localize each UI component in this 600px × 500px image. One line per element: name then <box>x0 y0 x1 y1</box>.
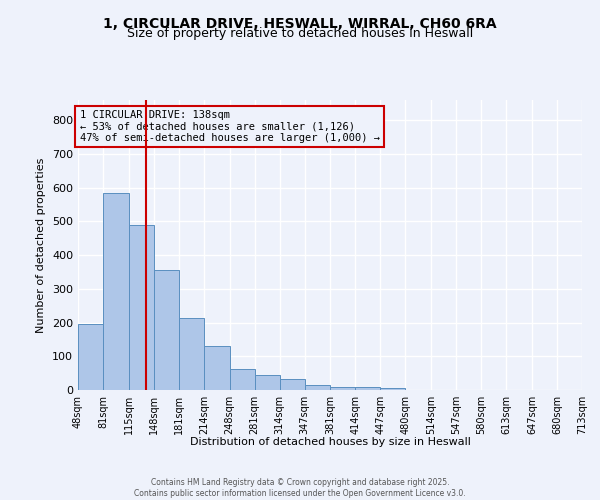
Text: Contains HM Land Registry data © Crown copyright and database right 2025.
Contai: Contains HM Land Registry data © Crown c… <box>134 478 466 498</box>
Text: Size of property relative to detached houses in Heswall: Size of property relative to detached ho… <box>127 28 473 40</box>
Bar <box>380 388 406 390</box>
Bar <box>204 346 230 390</box>
Y-axis label: Number of detached properties: Number of detached properties <box>37 158 46 332</box>
Bar <box>179 318 204 390</box>
Bar <box>129 225 154 390</box>
Bar <box>103 192 129 390</box>
Bar <box>331 386 355 390</box>
X-axis label: Distribution of detached houses by size in Heswall: Distribution of detached houses by size … <box>190 437 470 447</box>
Bar <box>305 385 331 390</box>
Bar <box>254 375 280 390</box>
Bar <box>154 270 179 390</box>
Bar <box>355 386 380 390</box>
Text: 1, CIRCULAR DRIVE, HESWALL, WIRRAL, CH60 6RA: 1, CIRCULAR DRIVE, HESWALL, WIRRAL, CH60… <box>103 18 497 32</box>
Bar <box>78 324 103 390</box>
Bar <box>280 379 305 390</box>
Text: 1 CIRCULAR DRIVE: 138sqm
← 53% of detached houses are smaller (1,126)
47% of sem: 1 CIRCULAR DRIVE: 138sqm ← 53% of detach… <box>80 110 380 144</box>
Bar <box>230 369 254 390</box>
